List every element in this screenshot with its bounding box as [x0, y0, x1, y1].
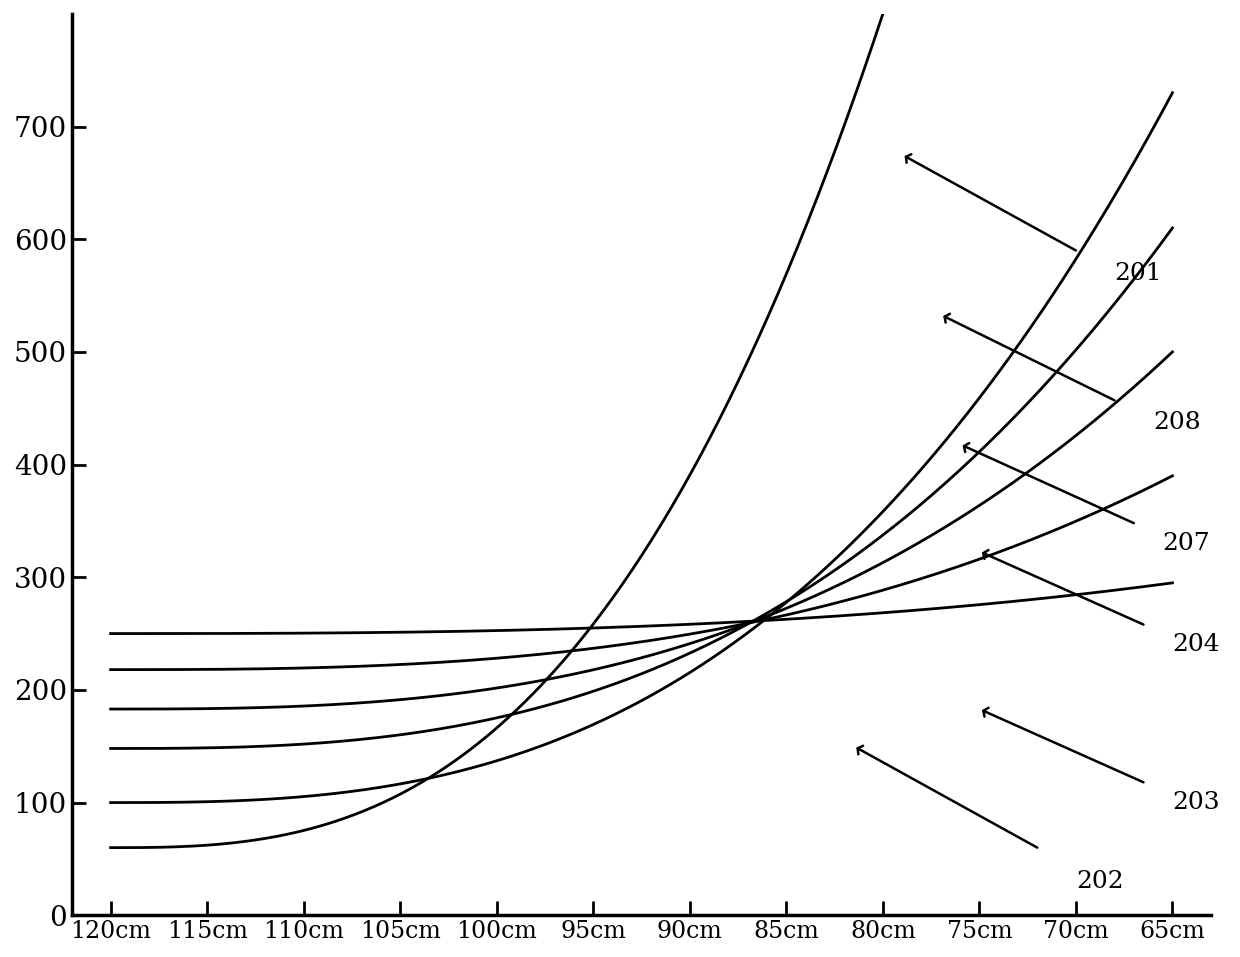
- Text: 208: 208: [1153, 412, 1200, 434]
- Text: 204: 204: [1173, 634, 1220, 657]
- Text: 202: 202: [1076, 870, 1123, 893]
- Text: 207: 207: [1163, 532, 1210, 555]
- Text: 201: 201: [1115, 261, 1162, 284]
- Text: 203: 203: [1173, 791, 1220, 814]
